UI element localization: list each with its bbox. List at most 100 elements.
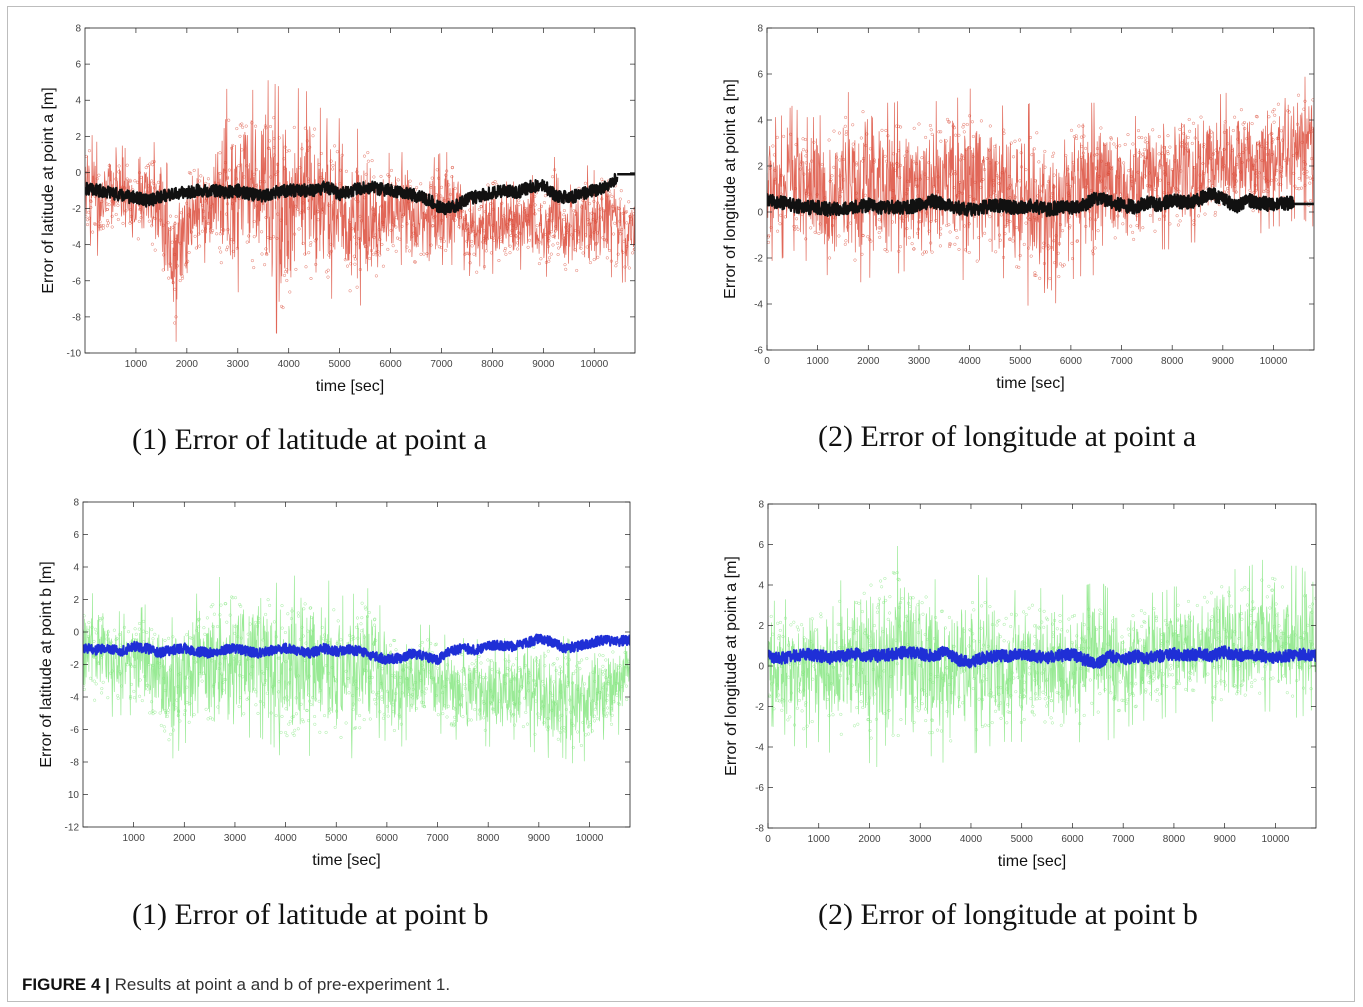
raw-error-point — [537, 715, 541, 719]
raw-error-point — [588, 261, 592, 265]
raw-error-point — [412, 223, 416, 227]
raw-error-point — [914, 162, 918, 166]
raw-error-point — [392, 728, 396, 733]
raw-error-point — [935, 728, 940, 732]
y-tick-label: 0 — [75, 168, 81, 179]
raw-error-point — [1026, 216, 1030, 220]
raw-error-point — [897, 249, 901, 253]
raw-error-point — [441, 691, 445, 695]
raw-error-point — [624, 684, 628, 688]
raw-error-point — [1178, 219, 1182, 223]
raw-error-point — [1165, 640, 1169, 644]
raw-error-point — [1178, 127, 1182, 131]
raw-error-point — [1302, 172, 1306, 176]
raw-error-point — [493, 180, 497, 184]
raw-error-point — [1018, 253, 1022, 258]
raw-error-point — [230, 146, 234, 150]
raw-error-point — [788, 662, 792, 666]
raw-error-point — [450, 175, 454, 179]
raw-error-point — [838, 622, 842, 627]
raw-error-point — [118, 671, 123, 675]
raw-error-point — [306, 149, 310, 153]
raw-error-point — [951, 124, 955, 128]
raw-error-point — [306, 179, 311, 183]
raw-error-point — [882, 669, 886, 673]
raw-error-point — [928, 123, 932, 128]
raw-error-point — [449, 722, 454, 726]
raw-error-point — [1203, 595, 1207, 599]
raw-error-point — [534, 656, 538, 660]
raw-error-point — [1007, 640, 1011, 644]
raw-error-point — [1234, 685, 1238, 689]
raw-error-point — [1027, 606, 1031, 610]
raw-error-point — [468, 208, 472, 212]
raw-error-point — [218, 246, 222, 250]
raw-error-point — [1168, 667, 1172, 671]
raw-error-point — [378, 663, 382, 667]
raw-error-point — [128, 178, 132, 182]
raw-error-point — [158, 218, 162, 222]
raw-error-point — [614, 264, 618, 268]
raw-error-point — [1072, 613, 1077, 618]
raw-error-point — [1271, 576, 1275, 580]
raw-error-point — [627, 200, 631, 204]
raw-error-point — [1157, 152, 1161, 156]
raw-error-point — [309, 606, 313, 610]
raw-error-point — [129, 207, 133, 212]
raw-error-point — [198, 244, 202, 248]
raw-error-point — [895, 662, 899, 666]
raw-error-point — [203, 199, 207, 203]
x-tick-label: 10000 — [576, 833, 604, 844]
raw-error-point — [121, 221, 125, 225]
raw-error-point — [266, 598, 270, 602]
raw-error-point — [252, 235, 256, 239]
raw-error-point — [305, 139, 309, 143]
raw-error-point — [221, 688, 225, 692]
raw-error-point — [351, 694, 355, 698]
raw-error-point — [965, 122, 969, 127]
raw-error-point — [335, 150, 339, 154]
raw-error-point — [290, 609, 294, 613]
raw-error-point — [556, 737, 560, 741]
raw-error-point — [1238, 170, 1243, 174]
raw-error-point — [1005, 687, 1009, 691]
raw-error-point — [598, 215, 602, 219]
raw-error-point — [920, 601, 924, 605]
raw-error-point — [368, 681, 372, 685]
raw-error-point — [364, 607, 368, 611]
raw-error-point — [894, 124, 898, 128]
raw-error-point — [177, 710, 181, 714]
raw-error-point — [1006, 710, 1010, 714]
raw-error-point — [1220, 585, 1224, 589]
raw-error-point — [1272, 624, 1276, 628]
raw-error-point — [918, 220, 922, 224]
raw-error-point — [1136, 170, 1140, 174]
raw-error-point — [269, 175, 273, 179]
raw-error-point — [1046, 244, 1050, 248]
raw-error-point — [94, 682, 98, 686]
raw-error-point — [557, 672, 561, 676]
raw-error-point — [422, 667, 426, 672]
raw-error-point — [1211, 700, 1215, 704]
x-tick-label: 0 — [764, 356, 770, 367]
raw-error-point — [833, 216, 837, 220]
raw-error-point — [1084, 668, 1088, 672]
raw-error-point — [617, 207, 621, 211]
raw-error-point — [314, 237, 319, 241]
raw-error-point — [264, 251, 269, 256]
raw-error-point — [348, 220, 352, 225]
raw-error-point — [1043, 149, 1047, 153]
panel-caption-lon-b: (2) Error of longitude at point b — [818, 898, 1198, 931]
raw-error-point — [1168, 222, 1172, 226]
raw-error-point — [1269, 639, 1273, 643]
raw-error-point — [335, 641, 339, 645]
raw-error-point — [1275, 136, 1279, 141]
raw-error-point — [163, 638, 167, 642]
raw-error-point — [854, 689, 858, 693]
raw-error-point — [396, 178, 400, 182]
y-tick-label: -2 — [70, 660, 79, 671]
raw-error-point — [355, 285, 359, 289]
raw-error-point — [957, 247, 961, 251]
raw-error-point — [176, 673, 180, 677]
raw-error-point — [949, 172, 953, 176]
